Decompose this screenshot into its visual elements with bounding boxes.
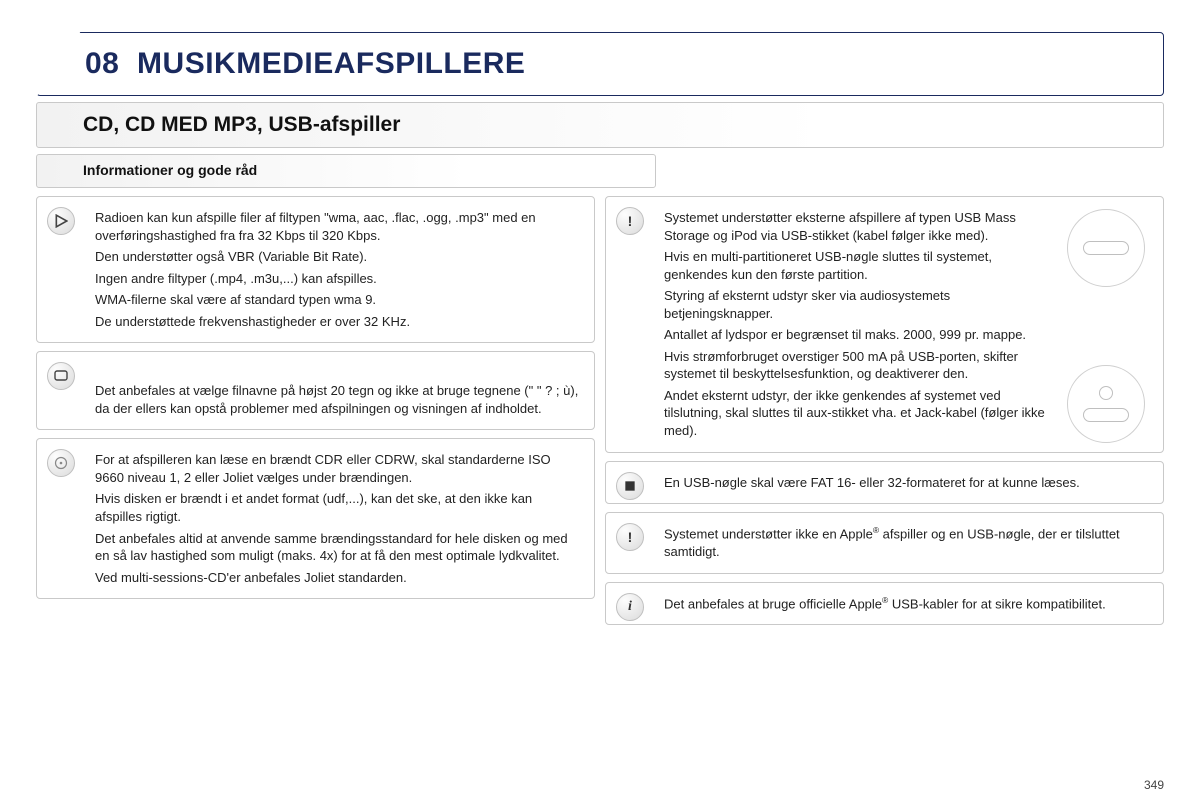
fat-p1: En USB-nøgle skal være FAT 16- eller 32-…: [664, 474, 1149, 492]
apple-warn-panel: ! Systemet understøtter ikke en Apple® a…: [605, 512, 1164, 573]
screen-icon: [47, 362, 75, 390]
content-columns: Radioen kan kun afspille filer af filtyp…: [36, 196, 1164, 625]
radio-p5: De understøttede frekvenshastigheder er …: [95, 313, 580, 331]
right-column: ! Systemet understøtter eksterne afspill…: [605, 196, 1164, 625]
apple-cable-a: Det anbefales at bruge officielle Apple: [664, 596, 882, 611]
alert-icon: !: [616, 207, 644, 235]
section-title-text: MUSIKMEDIEAFSPILLERE: [137, 47, 525, 80]
apple-warn-a: Systemet understøtter ikke en Apple: [664, 526, 873, 541]
info-heading-text: Informationer og gode råd: [83, 162, 257, 178]
usb-p5: Hvis strømforbruget overstiger 500 mA på…: [664, 348, 1053, 383]
radio-p1: Radioen kan kun afspille filer af filtyp…: [95, 209, 580, 244]
section-header: 08 MUSIKMEDIEAFSPILLERE: [36, 32, 1164, 96]
left-column: Radioen kan kun afspille filer af filtyp…: [36, 196, 595, 625]
alert-icon: !: [616, 523, 644, 551]
subtitle-text: CD, CD MED MP3, USB-afspiller: [83, 113, 400, 136]
filenames-panel: Det anbefales at vælge filnavne på højst…: [36, 351, 595, 430]
usb-panel: ! Systemet understøtter eksterne afspill…: [605, 196, 1164, 453]
subtitle-band: CD, CD MED MP3, USB-afspiller: [36, 102, 1164, 148]
fat-panel: En USB-nøgle skal være FAT 16- eller 32-…: [605, 461, 1164, 505]
burning-p4: Ved multi-sessions-CD'er anbefales Jolie…: [95, 569, 580, 587]
usb-p2: Hvis en multi-partitioneret USB-nøgle sl…: [664, 248, 1053, 283]
radio-panel: Radioen kan kun afspille filer af filtyp…: [36, 196, 595, 343]
port-illustrations: [1067, 209, 1145, 443]
section-title: 08 MUSIKMEDIEAFSPILLERE: [85, 47, 525, 81]
info-icon: i: [616, 593, 644, 621]
apple-cable-panel: i Det anbefales at bruge officielle Appl…: [605, 582, 1164, 626]
usb-p4: Antallet af lydspor er begrænset til mak…: [664, 326, 1053, 344]
usb-p3: Styring af eksternt udstyr sker via audi…: [664, 287, 1053, 322]
apple-cable-p1: Det anbefales at bruge officielle Apple®…: [664, 595, 1149, 613]
usb-port-icon: [1067, 209, 1145, 287]
section-number: 08: [85, 47, 119, 80]
burning-p1: For at afspilleren kan læse en brændt CD…: [95, 451, 580, 486]
filenames-p1: Det anbefales at vælge filnavne på højst…: [95, 382, 580, 417]
radio-p2: Den understøtter også VBR (Variable Bit …: [95, 248, 580, 266]
aux-port-icon: [1067, 365, 1145, 443]
burning-panel: For at afspilleren kan læse en brændt CD…: [36, 438, 595, 599]
info-heading-band: Informationer og gode råd: [36, 154, 656, 188]
radio-p3: Ingen andre filtyper (.mp4, .m3u,...) ka…: [95, 270, 580, 288]
play-icon: [47, 207, 75, 235]
apple-warn-p1: Systemet understøtter ikke en Apple® afs…: [664, 525, 1149, 560]
usb-p6: Andet eksternt udstyr, der ikke genkende…: [664, 387, 1053, 440]
page-number: 349: [1144, 778, 1164, 792]
burning-p2: Hvis disken er brændt i et andet format …: [95, 490, 580, 525]
disc-icon: [47, 449, 75, 477]
burning-p3: Det anbefales altid at anvende samme bræ…: [95, 530, 580, 565]
apple-cable-b: USB-kabler for at sikre kompatibilitet.: [888, 596, 1105, 611]
stop-icon: [616, 472, 644, 500]
radio-p4: WMA-filerne skal være af standard typen …: [95, 291, 580, 309]
usb-p1: Systemet understøtter eksterne afspiller…: [664, 209, 1053, 244]
